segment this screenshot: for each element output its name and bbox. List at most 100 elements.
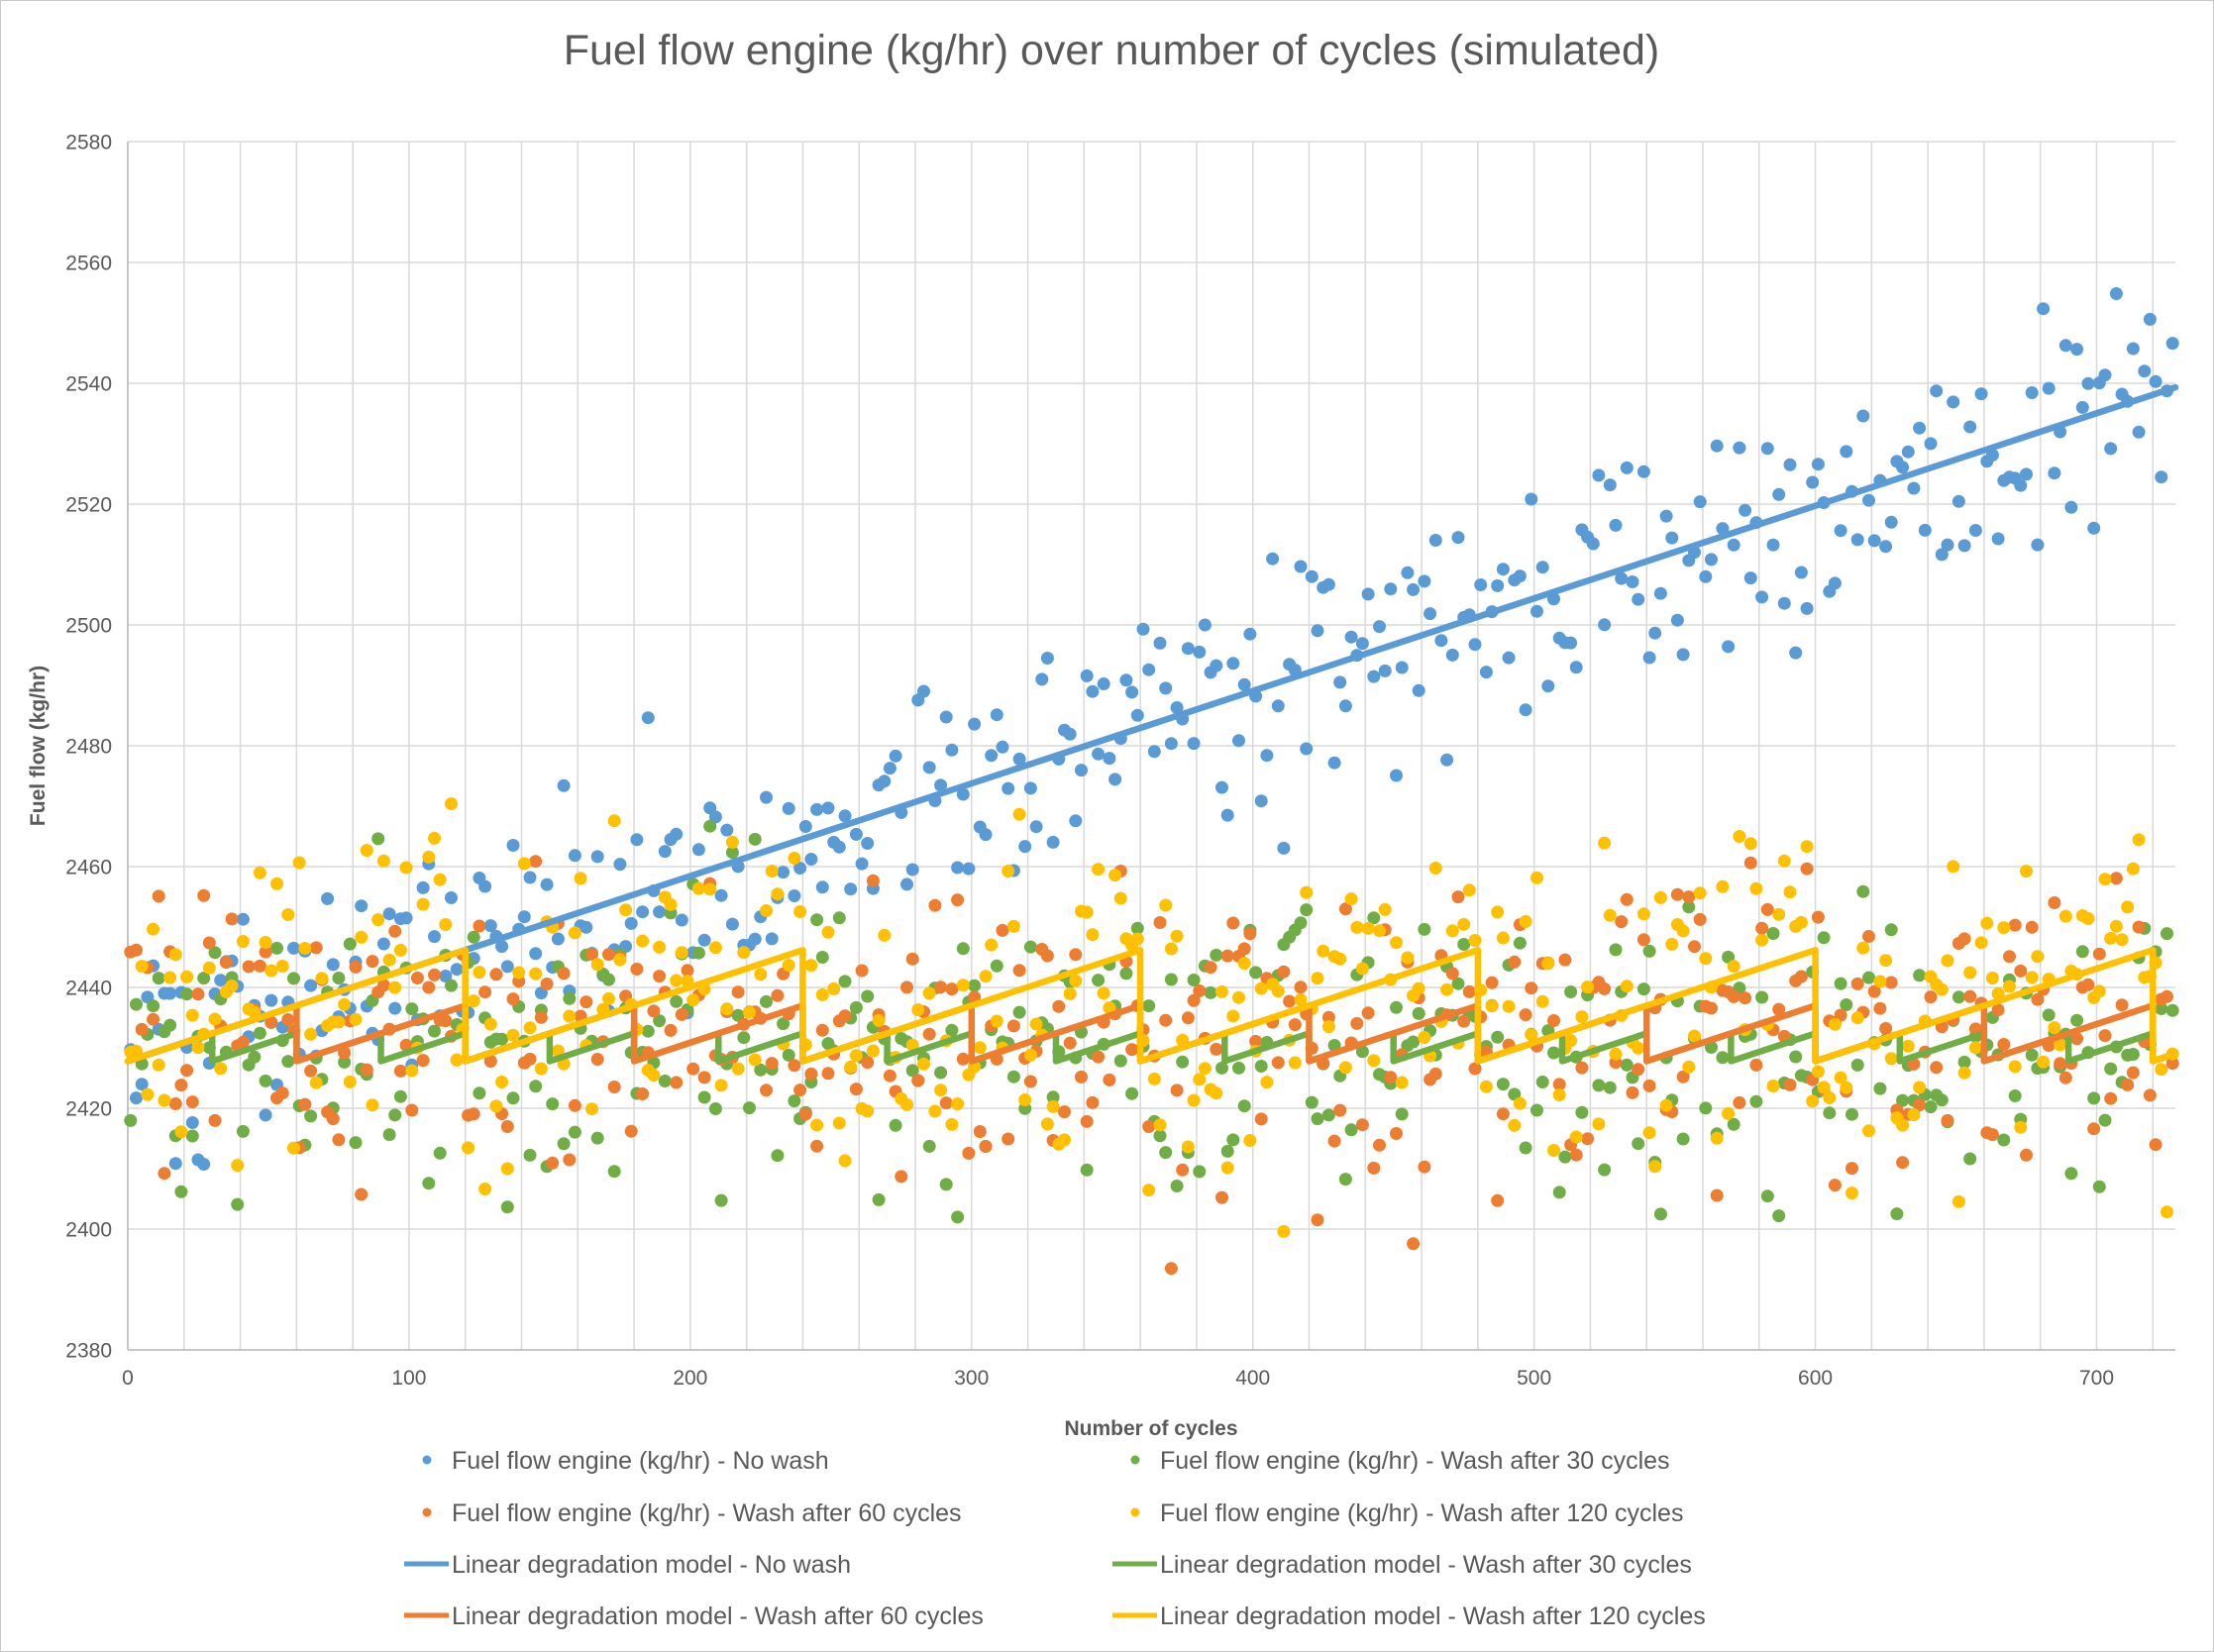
point bbox=[979, 828, 993, 842]
point bbox=[321, 891, 335, 905]
point bbox=[905, 1038, 919, 1052]
point bbox=[259, 945, 272, 959]
point bbox=[1361, 921, 1375, 935]
point bbox=[1271, 1056, 1285, 1070]
y-tick-label: 2480 bbox=[65, 736, 112, 759]
point bbox=[2025, 971, 2039, 984]
point bbox=[1355, 1045, 1369, 1059]
point bbox=[1254, 1060, 1268, 1073]
point bbox=[754, 968, 768, 981]
point bbox=[1502, 651, 1516, 665]
point bbox=[1739, 503, 1752, 517]
point bbox=[158, 1093, 171, 1107]
point bbox=[714, 888, 728, 902]
point bbox=[1378, 664, 1392, 677]
point bbox=[1338, 699, 1352, 713]
point bbox=[1676, 648, 1690, 662]
point bbox=[2058, 909, 2072, 923]
point bbox=[1142, 999, 1156, 1013]
gridlines bbox=[128, 141, 2175, 1350]
point bbox=[720, 1002, 734, 1016]
point bbox=[416, 880, 430, 894]
point bbox=[1395, 661, 1409, 674]
point bbox=[428, 930, 441, 944]
point bbox=[844, 882, 858, 896]
point bbox=[1699, 569, 1713, 583]
point bbox=[1794, 566, 1808, 579]
point bbox=[1423, 607, 1437, 621]
point bbox=[691, 881, 705, 895]
point bbox=[2075, 400, 2089, 414]
point bbox=[1676, 1132, 1690, 1146]
point bbox=[1755, 590, 1769, 604]
point bbox=[1845, 1187, 1858, 1200]
point bbox=[1311, 1213, 1324, 1227]
point bbox=[810, 1118, 824, 1132]
point bbox=[382, 953, 396, 967]
point bbox=[653, 905, 667, 919]
point bbox=[208, 946, 222, 960]
point bbox=[253, 866, 266, 879]
point bbox=[1321, 1020, 1335, 1034]
point bbox=[1913, 969, 1927, 982]
point bbox=[1963, 966, 1977, 980]
point bbox=[1029, 820, 1043, 834]
point bbox=[1243, 627, 1257, 641]
point bbox=[168, 1157, 182, 1171]
point bbox=[670, 994, 684, 1008]
point bbox=[304, 979, 318, 992]
point bbox=[664, 897, 678, 911]
point bbox=[815, 951, 829, 964]
point bbox=[225, 912, 239, 926]
point bbox=[473, 919, 486, 933]
point bbox=[1142, 663, 1156, 676]
point bbox=[1603, 1081, 1617, 1094]
point bbox=[349, 1012, 363, 1026]
point bbox=[664, 1023, 678, 1037]
point bbox=[1586, 537, 1600, 551]
plot-area bbox=[124, 287, 2179, 1276]
point bbox=[1249, 1034, 1263, 1048]
point bbox=[1636, 465, 1650, 478]
point bbox=[883, 1069, 896, 1083]
point bbox=[2087, 1122, 2101, 1136]
point bbox=[1682, 1060, 1696, 1074]
point bbox=[1029, 1017, 1043, 1031]
x-tick-label: 0 bbox=[122, 1367, 134, 1390]
point bbox=[219, 956, 233, 970]
point bbox=[1119, 967, 1133, 981]
point bbox=[590, 1053, 604, 1066]
point bbox=[1159, 1013, 1173, 1027]
point bbox=[1407, 582, 1421, 596]
point bbox=[1294, 992, 1308, 1006]
point bbox=[1727, 989, 1740, 1003]
x-tick-label: 300 bbox=[954, 1367, 989, 1390]
point bbox=[1991, 532, 2005, 546]
point bbox=[433, 873, 447, 886]
point bbox=[1321, 577, 1335, 591]
point bbox=[585, 1102, 598, 1116]
point bbox=[1564, 985, 1578, 998]
point bbox=[467, 930, 480, 944]
point bbox=[130, 997, 143, 1011]
point bbox=[1879, 540, 1893, 554]
point bbox=[253, 959, 266, 973]
point bbox=[388, 981, 402, 994]
point bbox=[748, 832, 762, 846]
point bbox=[1935, 982, 1949, 996]
point bbox=[670, 974, 684, 987]
point bbox=[450, 963, 464, 977]
point bbox=[1682, 900, 1696, 914]
point bbox=[675, 913, 688, 927]
point bbox=[798, 820, 812, 833]
point bbox=[1254, 981, 1268, 995]
point bbox=[1226, 1133, 1240, 1147]
point bbox=[990, 959, 1003, 973]
point bbox=[304, 1064, 318, 1078]
point bbox=[489, 1099, 503, 1113]
point bbox=[1086, 1095, 1100, 1109]
legend-marker-dot-icon bbox=[422, 1507, 432, 1517]
point bbox=[332, 1133, 346, 1147]
point bbox=[1401, 566, 1415, 579]
point bbox=[2048, 896, 2061, 909]
